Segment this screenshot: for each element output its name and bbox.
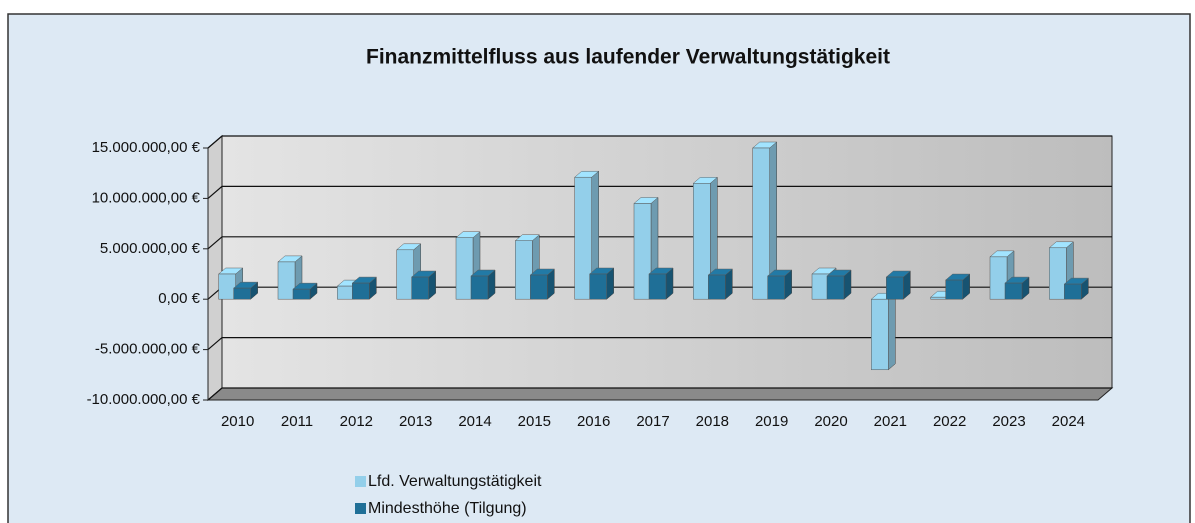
bar-face xyxy=(826,275,845,300)
legend-label: Lfd. Verwaltungstätigkeit xyxy=(368,473,542,490)
bar xyxy=(1004,276,1030,300)
grid-line xyxy=(207,185,1112,199)
y-tick-label: 10.000.000,00 € xyxy=(92,189,201,206)
y-tick-label: 5.000.000,00 € xyxy=(100,240,201,257)
bar xyxy=(588,267,615,300)
floor xyxy=(206,387,1114,401)
legend-label: Mindesthöhe (Tilgung) xyxy=(368,500,527,517)
x-tick-label: 2015 xyxy=(518,413,551,430)
bar-face xyxy=(752,147,770,300)
x-tick-label: 2021 xyxy=(874,413,907,430)
bar xyxy=(410,270,437,300)
x-tick-label: 2011 xyxy=(281,413,313,430)
x-tick-label: 2012 xyxy=(340,413,373,430)
bar-face xyxy=(515,240,533,300)
x-tick-label: 2010 xyxy=(221,413,254,430)
x-tick-label: 2022 xyxy=(933,413,966,430)
grid-line xyxy=(207,387,1112,401)
bar-face xyxy=(930,296,948,300)
x-tick-label: 2014 xyxy=(458,413,491,430)
legend-swatch xyxy=(355,503,366,514)
back-wall xyxy=(221,135,1113,389)
side-wall xyxy=(207,134,223,402)
bar-face xyxy=(888,292,896,371)
bar-face xyxy=(411,276,429,300)
bar xyxy=(351,276,378,300)
x-tick-label: 2019 xyxy=(755,413,788,430)
bar-face xyxy=(277,261,296,300)
bar-face xyxy=(233,287,251,300)
x-tick-label: 2018 xyxy=(696,413,729,430)
grid-line xyxy=(207,135,1112,149)
bar xyxy=(751,141,778,300)
bar-face xyxy=(886,276,904,300)
bar-face xyxy=(648,273,667,300)
bar-face xyxy=(1004,282,1023,300)
chart-title: Finanzmittelfluss aus laufender Verwaltu… xyxy=(366,46,890,69)
bar-face xyxy=(989,256,1008,300)
bar xyxy=(692,176,719,300)
bar-face xyxy=(337,285,355,300)
bar-face xyxy=(811,273,830,300)
bar-face xyxy=(767,275,785,300)
bar xyxy=(885,270,912,300)
bar xyxy=(707,268,734,300)
bar xyxy=(232,281,259,300)
bar xyxy=(1063,277,1090,300)
bar-face xyxy=(292,288,311,300)
bar-face xyxy=(945,279,963,300)
bar-face xyxy=(455,237,474,300)
bar-face xyxy=(708,274,726,300)
grid-line xyxy=(207,236,1112,250)
bar-face xyxy=(633,203,652,300)
x-tick-label: 2016 xyxy=(577,413,610,430)
x-tick-label: 2023 xyxy=(992,413,1025,430)
y-tick-label: 0,00 € xyxy=(158,290,200,307)
bar-face xyxy=(693,183,711,300)
x-tick-label: 2017 xyxy=(636,413,669,430)
bar xyxy=(470,269,496,300)
y-tick-label: -10.000.000,00 € xyxy=(87,391,201,408)
bar-face xyxy=(530,274,548,300)
bar-face xyxy=(470,275,489,300)
bar-face xyxy=(218,273,236,300)
bar-face xyxy=(352,282,370,300)
y-tick-label: 15.000.000,00 € xyxy=(92,139,201,156)
x-tick-label: 2020 xyxy=(814,413,847,430)
x-tick-label: 2013 xyxy=(399,413,432,430)
bar-face xyxy=(871,298,889,371)
bar xyxy=(826,269,852,300)
bar-face xyxy=(396,249,414,300)
bar xyxy=(766,269,793,300)
bar xyxy=(292,282,318,300)
x-tick-label: 2024 xyxy=(1052,413,1085,430)
bar-face xyxy=(574,176,592,300)
bar xyxy=(648,267,674,300)
bar xyxy=(455,231,481,300)
legend-swatch xyxy=(355,476,366,487)
bar xyxy=(944,273,971,300)
bar xyxy=(870,292,897,371)
bar-face xyxy=(1064,283,1082,300)
y-tick-label: -5.000.000,00 € xyxy=(95,341,201,358)
bar xyxy=(529,268,556,300)
bar-face xyxy=(589,273,607,300)
grid-line xyxy=(207,337,1112,351)
bar-face xyxy=(1049,247,1067,300)
